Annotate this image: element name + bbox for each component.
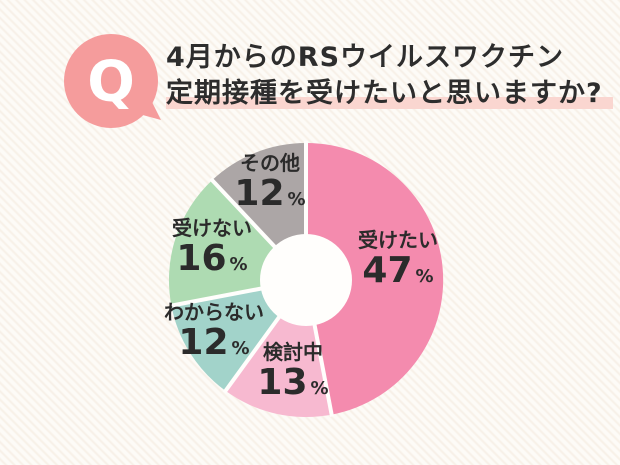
question-title: 4月からのRSウイルスワクチン 定期接種を受けたいと思いますか? — [166, 40, 613, 112]
question-bubble-shape: Q — [64, 34, 161, 128]
percent-sign: % — [231, 338, 250, 359]
donut-svg — [168, 141, 444, 418]
question-bubble: Q — [58, 31, 170, 133]
slice-value: 12% — [234, 173, 306, 214]
slice-label-1: 検討中 13% — [252, 342, 334, 402]
slice-label-2: わからない 12% — [162, 302, 266, 362]
percent-sign: % — [287, 189, 306, 210]
slice-name: 受けない — [172, 216, 252, 240]
slice-value: 16% — [176, 238, 248, 279]
slice-label-4: その他 12% — [230, 153, 310, 213]
slice-value: 12% — [178, 322, 250, 363]
slice-value: 47% — [362, 250, 434, 291]
slice-name: 受けたい — [358, 228, 438, 252]
slice-name: 検討中 — [263, 340, 323, 364]
slice-label-3: 受けない 16% — [166, 218, 258, 278]
question-title-line1: 4月からのRSウイルスワクチン — [166, 42, 565, 73]
percent-sign: % — [310, 378, 329, 399]
slice-name: その他 — [240, 151, 300, 175]
donut-hole — [260, 234, 352, 326]
slice-0 — [306, 142, 444, 415]
percent-sign: % — [229, 254, 248, 275]
q-letter: Q — [87, 50, 135, 115]
slice-name: わからない — [164, 300, 264, 324]
slice-label-0: 受けたい 47% — [346, 230, 450, 290]
donut-chart: 受けたい 47% 検討中 13% わからない 12% 受けない 16% その他 12% — [150, 125, 480, 460]
slice-value: 13% — [257, 362, 329, 403]
question-title-line2: 定期接種を受けたいと思いますか? — [166, 78, 613, 109]
percent-sign: % — [415, 266, 434, 287]
bubble-tail — [128, 90, 161, 120]
